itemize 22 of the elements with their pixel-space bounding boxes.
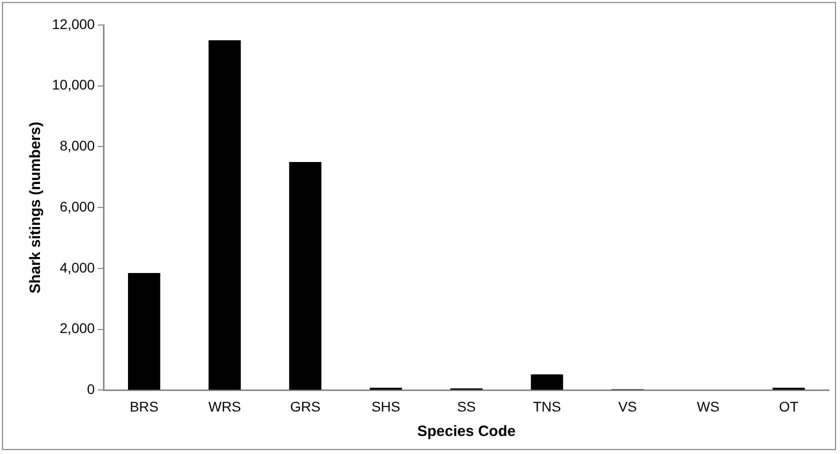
bar xyxy=(289,162,322,390)
y-tick-label: 4,000 xyxy=(60,259,96,276)
x-axis-title: Species Code xyxy=(417,423,516,440)
x-tick-label: TNS xyxy=(532,398,561,414)
x-tick-label: WRS xyxy=(208,398,242,414)
bar xyxy=(208,40,241,390)
x-tick-label: BRS xyxy=(130,398,159,414)
y-tick-label: 0 xyxy=(87,381,96,398)
x-tick-label: WS xyxy=(696,398,720,414)
x-tick-label: SHS xyxy=(371,398,400,414)
y-axis-title: Shark sitings (numbers) xyxy=(27,122,44,294)
x-tick-label: OT xyxy=(778,398,799,414)
bar xyxy=(128,273,160,390)
x-tick-label: SS xyxy=(457,398,476,414)
y-tick-label: 12,000 xyxy=(52,16,96,32)
y-tick-label: 6,000 xyxy=(60,198,96,214)
x-tick-label: GRS xyxy=(290,398,320,414)
x-tick-label: VS xyxy=(618,398,637,414)
y-tick-label: 2,000 xyxy=(60,320,96,336)
y-tick-label: 10,000 xyxy=(52,76,96,93)
y-tick-label: 8,000 xyxy=(60,138,96,154)
bar xyxy=(530,374,564,390)
